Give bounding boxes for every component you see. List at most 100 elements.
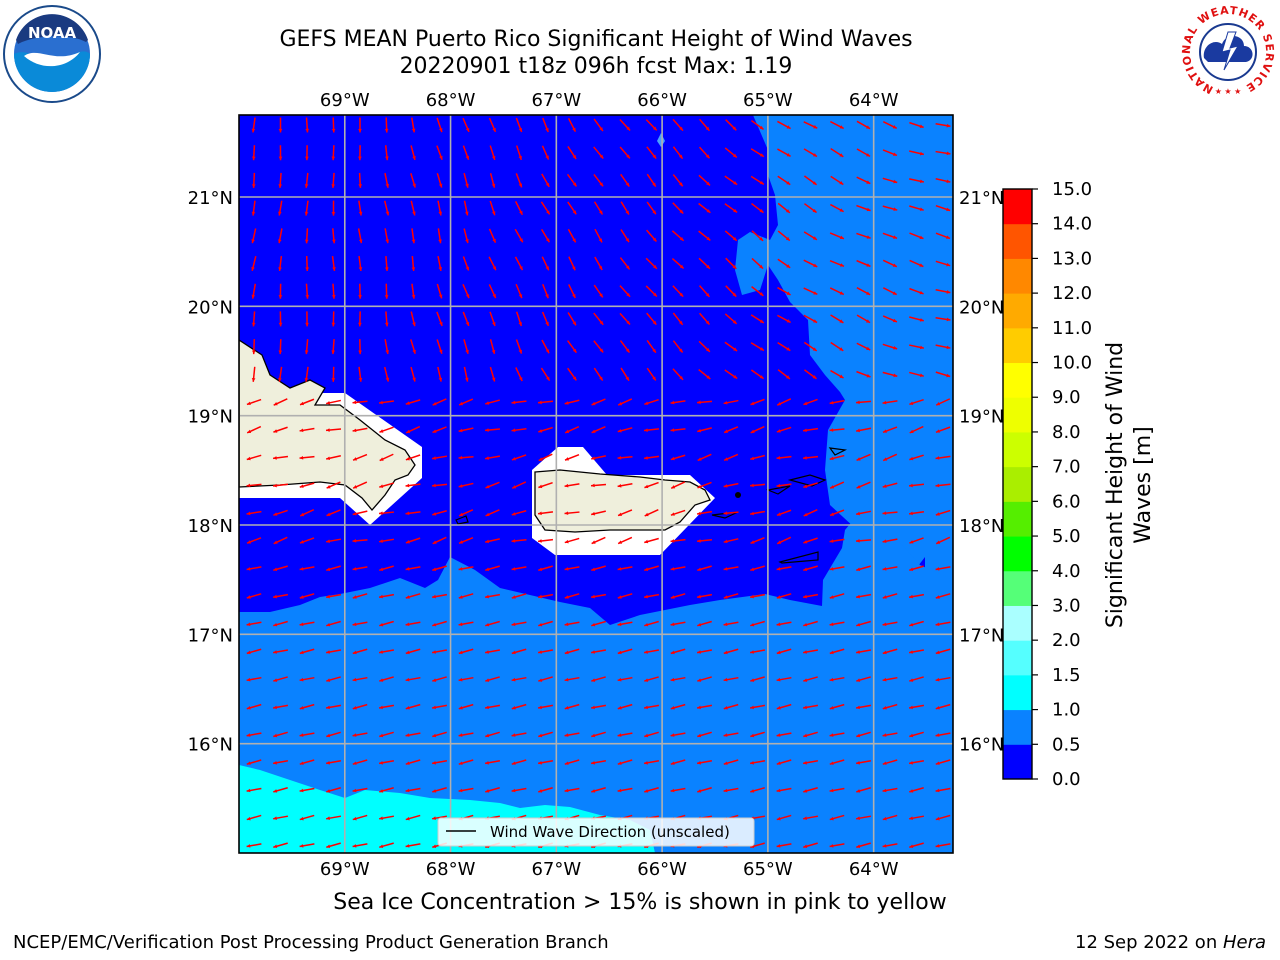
wind-arrow-head bbox=[299, 428, 304, 433]
wind-arrow-head bbox=[405, 567, 410, 571]
wind-arrow-head bbox=[511, 677, 516, 682]
wind-arrow-head bbox=[358, 239, 363, 244]
wind-arrow-head bbox=[909, 760, 913, 765]
wind-arrow-head bbox=[538, 678, 543, 682]
wind-arrow-head bbox=[723, 650, 728, 655]
wind-arrow-head bbox=[591, 483, 595, 488]
wind-arrow-head bbox=[618, 540, 623, 544]
wind-arrow-head bbox=[331, 378, 336, 382]
wind-arrow-head bbox=[405, 733, 410, 737]
wind-arrow-head bbox=[679, 126, 683, 131]
wind-arrow-head bbox=[326, 816, 330, 820]
wind-arrow-head bbox=[678, 154, 683, 159]
wind-arrow-head bbox=[829, 622, 834, 627]
wind-arrow-head bbox=[405, 622, 410, 627]
wind-arrow-head bbox=[546, 376, 550, 381]
wind-arrow-head bbox=[246, 401, 251, 406]
wind-arrow-head bbox=[670, 428, 675, 432]
wind-arrow-head bbox=[432, 678, 437, 682]
wind-arrow-head bbox=[776, 650, 781, 655]
lon-tick-top: 65°W bbox=[743, 90, 793, 111]
lon-tick-bottom: 65°W bbox=[743, 859, 793, 880]
wind-arrow-head bbox=[538, 429, 543, 433]
wind-arrow-head bbox=[406, 429, 411, 434]
wind-arrow-head bbox=[732, 126, 737, 131]
wind-arrow-head bbox=[803, 816, 807, 820]
wind-arrow-head bbox=[803, 844, 808, 849]
wind-arrow-head bbox=[697, 400, 701, 405]
wind-arrow-head bbox=[432, 650, 436, 654]
wind-arrow-head bbox=[572, 238, 576, 243]
wind-arrow-head bbox=[492, 322, 496, 326]
wind-arrow-head bbox=[273, 483, 277, 488]
wind-arrow-head bbox=[299, 816, 304, 821]
wind-arrow-head bbox=[671, 485, 676, 489]
wind-arrow-head bbox=[644, 567, 649, 572]
wind-arrow-head bbox=[326, 539, 330, 543]
wind-arrow-head bbox=[379, 622, 384, 627]
wind-arrow-head bbox=[331, 212, 336, 216]
wind-arrow-head bbox=[432, 456, 436, 460]
wind-arrow-head bbox=[326, 594, 330, 599]
wind-arrow-head bbox=[829, 761, 834, 765]
wind-arrow-head bbox=[571, 266, 576, 271]
wind-arrow-head bbox=[946, 345, 951, 350]
wind-arrow-head bbox=[882, 844, 887, 848]
wind-arrow-head bbox=[919, 151, 924, 156]
lat-tick-left: 21°N bbox=[188, 188, 233, 209]
wind-arrow-head bbox=[935, 512, 940, 516]
wind-arrow-head bbox=[803, 484, 808, 488]
wind-arrow-head bbox=[352, 706, 357, 710]
wind-arrow-head bbox=[759, 375, 764, 379]
wind-arrow-head bbox=[909, 511, 913, 516]
colorbar-label-line1: Significant Height of Wind bbox=[1103, 342, 1128, 628]
wind-arrow-head bbox=[352, 844, 357, 848]
wind-arrow-head bbox=[278, 377, 282, 382]
wind-arrow-head bbox=[572, 210, 577, 215]
wind-arrow-head bbox=[299, 788, 304, 793]
wind-arrow-head bbox=[246, 816, 251, 821]
wind-arrow-head bbox=[246, 567, 251, 571]
wind-arrow-head bbox=[732, 236, 737, 241]
wind-arrow-head bbox=[251, 322, 256, 327]
wind-arrow-head bbox=[465, 294, 470, 299]
wind-arrow-head bbox=[246, 622, 251, 627]
wind-arrow-head bbox=[812, 153, 817, 157]
wind-arrow-head bbox=[882, 511, 887, 515]
wind-arrow-head bbox=[591, 540, 596, 544]
wind-arrow-head bbox=[545, 266, 549, 271]
map-panel: Wind Wave Direction (unscaled) 69°W 69°W 68… bbox=[188, 90, 1005, 880]
wind-arrow-head bbox=[598, 266, 603, 271]
wind-arrow-head bbox=[304, 350, 309, 355]
wind-arrow-head bbox=[829, 456, 834, 461]
wind-arrow-head bbox=[591, 678, 596, 682]
wind-arrow-head bbox=[653, 292, 657, 297]
colorbar-tick-label: 1.5 bbox=[1052, 665, 1081, 686]
wind-arrow-head bbox=[331, 128, 336, 133]
wind-arrow-head bbox=[839, 235, 844, 239]
wind-arrow-head bbox=[856, 428, 860, 433]
nws-logo: NATIONAL WEATHER SERVICE ★ ★ ★ bbox=[1180, 4, 1275, 99]
wind-arrow-head bbox=[866, 153, 871, 157]
wind-arrow-head bbox=[246, 595, 251, 599]
wind-arrow-head bbox=[564, 677, 569, 682]
wind-arrow-head bbox=[909, 622, 914, 627]
wind-arrow-head bbox=[697, 428, 702, 433]
wind-arrow-head bbox=[652, 237, 657, 242]
wind-arrow-head bbox=[776, 512, 781, 516]
wind-arrow-head bbox=[439, 321, 443, 326]
wind-arrow-head bbox=[511, 428, 516, 433]
wind-arrow-head bbox=[352, 761, 357, 765]
wind-arrow-head bbox=[572, 376, 577, 381]
wind-arrow-head bbox=[750, 540, 755, 544]
wind-arrow-head bbox=[538, 733, 543, 738]
wind-arrow-head bbox=[935, 816, 940, 821]
wind-arrow-head bbox=[946, 317, 951, 322]
wind-arrow-head bbox=[564, 788, 569, 793]
wind-arrow-head bbox=[246, 844, 251, 848]
colorbar-tick-label: 8.0 bbox=[1052, 422, 1081, 443]
wind-arrow-head bbox=[273, 650, 277, 654]
wind-arrow-head bbox=[432, 816, 436, 820]
wind-arrow-head bbox=[564, 650, 569, 655]
wind-arrow-head bbox=[384, 295, 389, 299]
